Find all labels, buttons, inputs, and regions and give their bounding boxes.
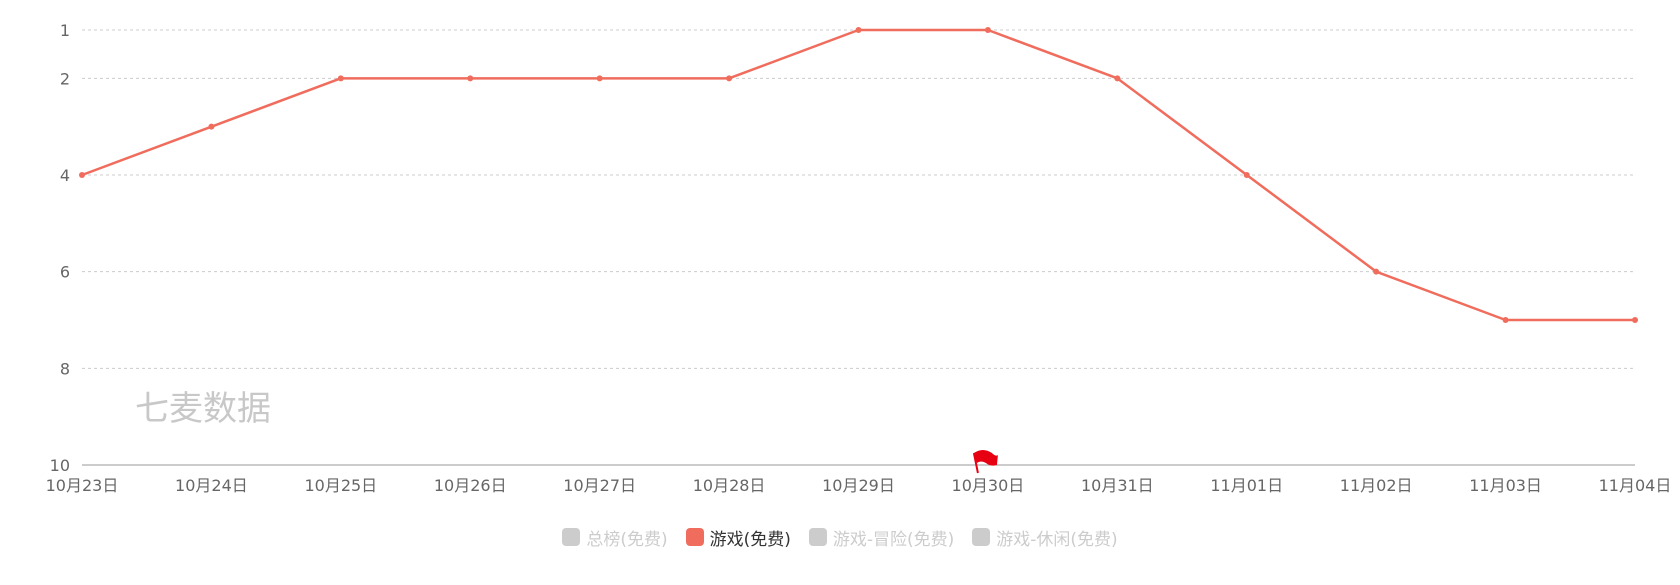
- legend-label: 总榜(免费): [586, 529, 668, 550]
- x-tick-label: 11月02日: [1340, 476, 1413, 495]
- data-point: [726, 75, 733, 82]
- legend-item[interactable]: 游戏-休闲(免费): [972, 525, 1118, 550]
- data-point: [596, 75, 603, 82]
- data-point: [208, 123, 215, 130]
- data-point: [855, 27, 862, 33]
- x-tick-label: 11月03日: [1469, 476, 1542, 495]
- watermark-text: 七麦数据: [135, 389, 271, 429]
- x-axis: 10月23日 10月24日 10月25日 10月26日 10月27日 10月28日 10月2…: [46, 464, 1672, 495]
- legend-label: 游戏-冒险(免费): [832, 529, 955, 550]
- y-tick-label: 10: [50, 456, 70, 475]
- legend-swatch: [808, 528, 827, 546]
- x-tick-label: 10月27日: [563, 476, 636, 495]
- x-tick-label: 10月28日: [693, 476, 766, 495]
- data-point: [1114, 75, 1121, 82]
- legend-swatch: [972, 528, 991, 546]
- x-tick-label: 10月25日: [304, 476, 377, 495]
- grid-lines: [82, 29, 1635, 369]
- data-point: [984, 27, 991, 33]
- data-point: [1632, 317, 1638, 323]
- chart-legend: 总榜(免费) 游戏(免费) 游戏-冒险(免费) 游戏-休闲(免费): [0, 523, 1680, 551]
- x-tick-label: 10月30日: [952, 476, 1025, 495]
- legend-item[interactable]: 游戏-冒险(免费): [808, 525, 955, 550]
- x-tick-label: 11月04日: [1599, 476, 1672, 495]
- x-tick-label: 10月26日: [434, 476, 507, 495]
- x-tick-label: 10月23日: [46, 476, 119, 495]
- flag-icon: [973, 450, 998, 466]
- legend-item[interactable]: 总榜(免费): [562, 525, 668, 550]
- y-axis: 1 2 4 6 8 10: [50, 21, 70, 475]
- x-tick-label: 10月29日: [822, 476, 895, 495]
- y-tick-label: 4: [60, 166, 70, 185]
- data-point: [79, 172, 85, 178]
- data-point: [467, 75, 474, 82]
- y-tick-label: 8: [60, 359, 70, 378]
- flag-pole: [972, 452, 979, 474]
- data-point: [1502, 317, 1509, 323]
- legend-item[interactable]: 游戏(免费): [685, 525, 791, 550]
- x-tick-label: 10月24日: [175, 476, 248, 495]
- x-tick-label: 11月01日: [1210, 476, 1283, 495]
- y-tick-label: 2: [60, 69, 70, 88]
- series-layer: [79, 27, 1638, 323]
- data-point: [337, 75, 344, 82]
- legend-label: 游戏-休闲(免费): [996, 529, 1118, 550]
- legend-swatch: [685, 528, 704, 546]
- y-tick-label: 1: [60, 21, 70, 40]
- legend-label: 游戏(免费): [709, 529, 791, 550]
- x-tick-label: 10月31日: [1081, 476, 1154, 495]
- data-point: [1373, 268, 1380, 275]
- data-point: [1243, 172, 1250, 178]
- flag-marker[interactable]: [972, 450, 998, 474]
- y-tick-label: 6: [60, 263, 70, 282]
- legend-swatch: [562, 528, 581, 546]
